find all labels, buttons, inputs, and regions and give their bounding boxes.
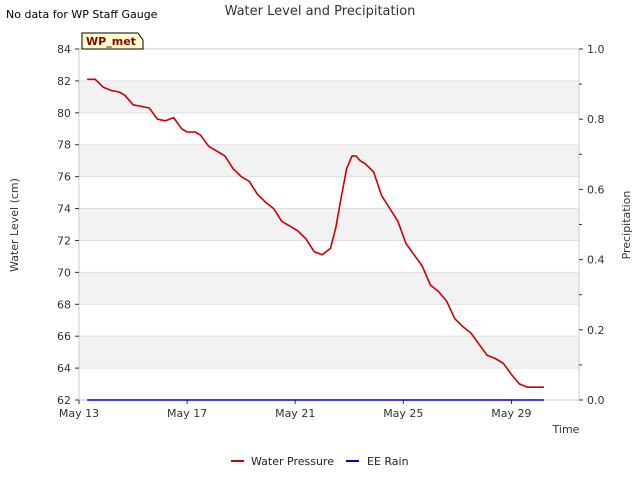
- y-axis-title: Water Level (cm): [8, 178, 21, 272]
- x-tick-label: May 13: [59, 407, 99, 420]
- y2-tick-label: 0.4: [587, 254, 605, 267]
- x-tick-label: May 25: [383, 407, 423, 420]
- y2-tick-label: 0.2: [587, 324, 605, 337]
- y-tick-label: 72: [57, 234, 71, 247]
- y-tick-label: 84: [57, 43, 71, 56]
- y-tick-label: 66: [57, 330, 71, 343]
- grid-band: [79, 80, 579, 113]
- y-tick-label: 80: [57, 107, 71, 120]
- y2-tick-label: 0.0: [587, 394, 605, 407]
- series-water-pressure: [87, 78, 544, 388]
- y-tick-label: 76: [57, 171, 71, 184]
- legend-item-ee-rain[interactable]: EE Rain: [346, 455, 409, 468]
- y-tick-label: 74: [57, 203, 71, 216]
- y2-axis-title: Precipitation: [620, 191, 633, 260]
- y-tick-label: 78: [57, 139, 71, 152]
- legend-label-water-pressure: Water Pressure: [251, 455, 334, 468]
- series-layer: [87, 78, 544, 401]
- legend-item-water-pressure[interactable]: Water Pressure: [231, 455, 334, 468]
- y-axis-left: 62 64 66 68 70 72 74 76 78 80 82 84: [57, 43, 79, 407]
- y2-tick-label: 0.8: [587, 113, 605, 126]
- chart-title: Water Level and Precipitation: [225, 4, 416, 19]
- y-tick-label: 82: [57, 75, 71, 88]
- grid-band: [79, 272, 579, 305]
- legend-label-ee-rain: EE Rain: [367, 455, 409, 468]
- grid-band: [79, 208, 579, 241]
- site-label-badge: WP_met: [81, 32, 144, 50]
- background-bands: [79, 48, 579, 401]
- no-data-note: No data for WP Staff Gauge: [6, 8, 158, 21]
- x-tick-label: May 21: [275, 407, 315, 420]
- y-tick-label: 62: [57, 394, 71, 407]
- y-tick-label: 70: [57, 266, 71, 279]
- y2-tick-label: 0.6: [587, 183, 605, 196]
- y2-tick-label: 1.0: [587, 43, 605, 56]
- y-tick-label: 68: [57, 298, 71, 311]
- x-axis-title: Time: [552, 423, 580, 436]
- x-tick-label: May 29: [491, 407, 531, 420]
- y-axis-right: 0.0 0.2 0.4 0.6 0.8 1.0: [579, 43, 605, 407]
- site-label: WP_met: [86, 35, 136, 48]
- x-tick-label: May 17: [167, 407, 207, 420]
- grid-band: [79, 336, 579, 369]
- legend: Water Pressure EE Rain: [231, 455, 409, 468]
- y-tick-label: 64: [57, 362, 71, 375]
- site-label-background: [81, 32, 144, 50]
- x-axis: May 13 May 17 May 21 May 25 May 29: [59, 400, 532, 420]
- grid-band: [79, 144, 579, 177]
